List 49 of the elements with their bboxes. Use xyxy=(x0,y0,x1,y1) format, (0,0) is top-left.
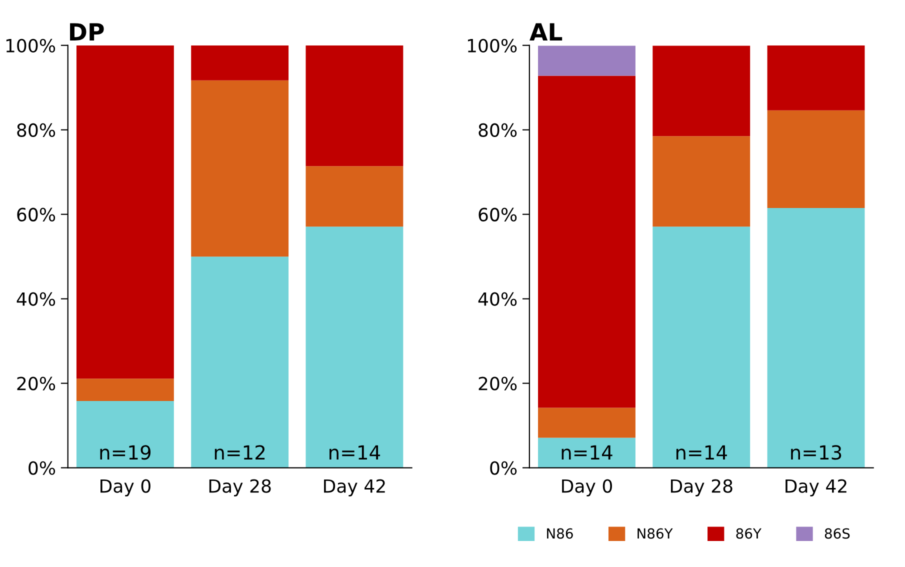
annotation: n=12 xyxy=(214,445,265,460)
legend-label: N86 xyxy=(547,528,573,539)
legend-label: 86Y xyxy=(736,528,762,539)
x-tick-label: Day 28 xyxy=(670,479,732,496)
y-tick-label: 20% xyxy=(17,376,56,390)
annotation: n=13 xyxy=(791,445,842,460)
x-tick-label: Day 42 xyxy=(786,479,846,496)
bar xyxy=(767,208,865,468)
bar xyxy=(652,46,750,136)
y-tick-label: 20% xyxy=(478,376,517,390)
bar xyxy=(538,438,636,468)
x-tick-label: Day 0 xyxy=(100,479,150,496)
y-tick-label: 0% xyxy=(28,461,56,475)
y-tick-label: 100% xyxy=(468,38,517,52)
bar xyxy=(652,136,750,227)
bar xyxy=(652,226,750,468)
bar xyxy=(191,256,289,468)
bar xyxy=(306,166,404,227)
bar xyxy=(767,45,865,110)
bar xyxy=(191,45,289,80)
x-tick-label: Day 28 xyxy=(209,479,271,496)
bar xyxy=(191,80,289,257)
bar xyxy=(538,408,636,438)
bar xyxy=(306,226,404,468)
bar xyxy=(76,45,174,379)
bar xyxy=(76,401,174,468)
legend-label: 86S xyxy=(824,528,850,539)
annotation: n=14 xyxy=(330,445,380,460)
annotation: n=19 xyxy=(100,445,151,460)
bar xyxy=(538,76,636,408)
chart-title: DP xyxy=(70,23,104,40)
y-tick-label: 80% xyxy=(478,123,517,137)
bar xyxy=(767,110,865,208)
y-tick-label: 40% xyxy=(16,292,56,306)
y-tick-label: 60% xyxy=(17,208,56,222)
chart-title: AL xyxy=(530,23,562,40)
legend-label: N86Y xyxy=(638,528,673,539)
x-tick-label: Day 42 xyxy=(324,479,385,496)
annotation: n=14 xyxy=(562,445,612,460)
y-tick-label: 100% xyxy=(6,38,56,52)
y-tick-label: 60% xyxy=(478,208,517,222)
annotation: n=14 xyxy=(676,445,727,460)
bar xyxy=(76,378,174,402)
y-tick-label: 40% xyxy=(478,292,517,306)
bar xyxy=(306,45,404,166)
y-tick-label: 0% xyxy=(490,461,517,475)
x-tick-label: Day 0 xyxy=(562,479,612,496)
bar xyxy=(538,46,636,76)
y-tick-label: 80% xyxy=(17,123,56,137)
